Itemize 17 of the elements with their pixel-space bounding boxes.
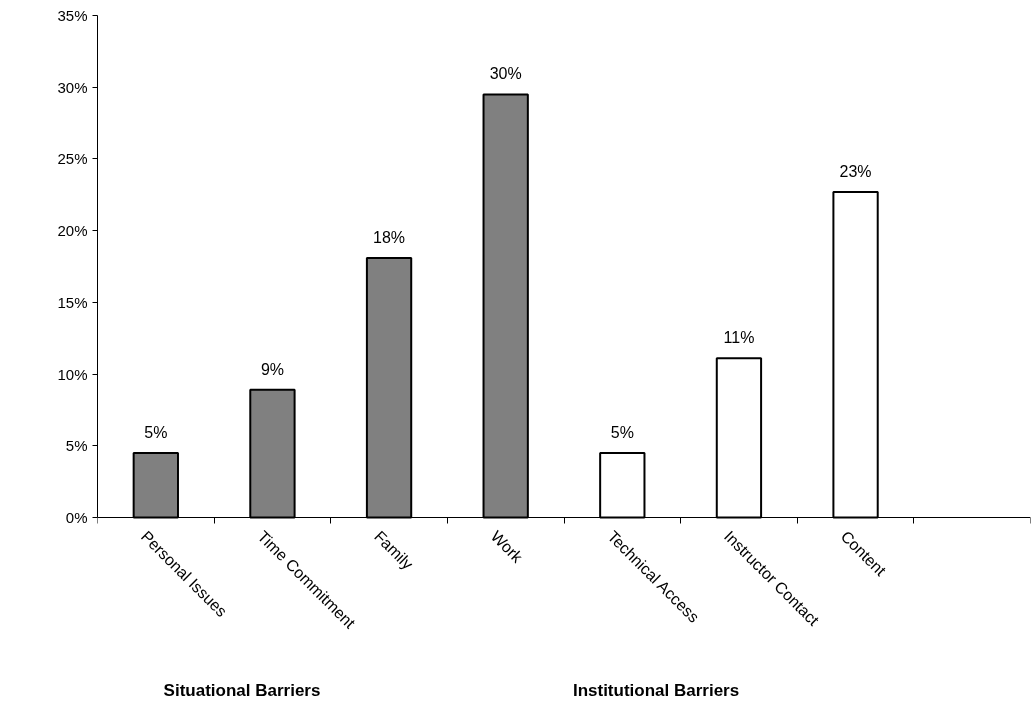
text: Institutional Barriers xyxy=(572,680,740,700)
y-tick-label: 10% xyxy=(57,365,88,383)
y-tick-label: 5% xyxy=(65,437,88,455)
y-tick-label: 20% xyxy=(57,222,88,240)
data-label: 5% xyxy=(610,423,634,441)
text: Situational Barriers xyxy=(163,680,321,700)
data-label: 23% xyxy=(839,162,872,180)
y-tick-label: 0% xyxy=(65,509,88,526)
data-label: 5% xyxy=(144,423,168,441)
data-label: 9% xyxy=(260,360,284,378)
y-tick-label: 25% xyxy=(57,150,88,168)
y-tick-label: 15% xyxy=(57,293,88,311)
y-tick-label: 30% xyxy=(57,78,88,96)
y-tick-label: 35% xyxy=(57,7,88,24)
data-label: 11% xyxy=(723,329,755,347)
data-label: 30% xyxy=(489,65,522,83)
data-label: 18% xyxy=(373,228,406,246)
